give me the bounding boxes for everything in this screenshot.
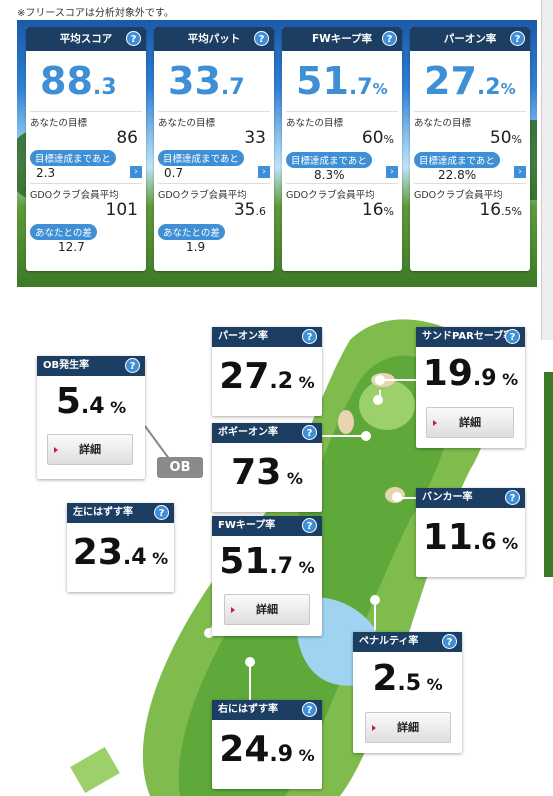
summary-banner: 平均スコア? 88.3 あなたの目標 86 目標達成まであと › 2.3 GDO… (17, 20, 537, 287)
card-title: 平均パット (187, 33, 241, 45)
chevron-right-icon[interactable]: › (386, 166, 398, 178)
stat-value: 24.9 % (219, 729, 315, 770)
help-icon[interactable]: ? (302, 329, 317, 344)
help-icon[interactable]: ? (254, 31, 269, 46)
stat-value: 73 % (231, 452, 303, 493)
gdo-value: 16.5% (479, 200, 522, 220)
help-icon[interactable]: ? (510, 31, 525, 46)
achieve-label: 目標達成まであと (414, 152, 500, 168)
help-icon[interactable]: ? (126, 31, 141, 46)
stat-par-on-rate: パーオン率? 27.2 % (212, 327, 322, 416)
stat-title: バンカー率 (422, 492, 473, 503)
chevron-right-icon[interactable]: › (258, 166, 270, 178)
diff-label: あなたとの差 (158, 224, 225, 240)
analysis-note: ※フリースコアは分析対象外です。 (17, 8, 174, 19)
stat-title: ボギーオン率 (218, 427, 278, 438)
help-icon[interactable]: ? (302, 425, 317, 440)
help-icon[interactable]: ? (505, 490, 520, 505)
detail-button[interactable]: 詳細 (224, 594, 310, 625)
chevron-right-icon[interactable]: › (514, 166, 526, 178)
stat-title: パーオン率 (218, 331, 268, 342)
achieve-value: 0.7 (164, 166, 184, 180)
stat-bogey-on-rate: ボギーオン率? 73 % (212, 423, 322, 512)
help-icon[interactable]: ? (302, 518, 317, 533)
achieve-value: 22.8% (438, 168, 477, 182)
stat-bunker-rate: バンカー率? 11.6 % (416, 488, 525, 577)
card-par-on: パーオン率? 27.2% あなたの目標 50% 目標達成まであと › 22.8%… (410, 27, 530, 271)
stat-sand-par-save: サンドPARセーブ率? 19.9 % 詳細 (416, 327, 525, 448)
ob-tag: OB (157, 457, 203, 478)
help-icon[interactable]: ? (125, 358, 140, 373)
achieve-label: 目標達成まであと (30, 150, 116, 166)
gdo-value: 101 (105, 200, 138, 220)
stat-value: 23.4 % (72, 532, 169, 573)
stat-title: ペナルティ率 (359, 636, 419, 647)
chevron-right-icon[interactable]: › (130, 166, 142, 178)
help-icon[interactable]: ? (505, 329, 520, 344)
card-fw-keep: FWキープ率? 51.7% あなたの目標 60% 目標達成まであと › 8.3%… (282, 27, 402, 271)
card-main-value: 51.7% (296, 59, 388, 103)
card-main-value: 88.3 (40, 59, 117, 103)
gdo-value: 16% (361, 200, 394, 220)
gdo-label: GDOクラブ会員平均 (30, 190, 119, 201)
goal-label: あなたの目標 (30, 118, 88, 129)
stat-left-miss-rate: 左にはずす率? 23.4 % (67, 503, 174, 592)
card-main-value: 27.2% (424, 59, 516, 103)
stat-title: OB発生率 (43, 360, 90, 371)
stat-value: 2.5 % (372, 658, 443, 699)
goal-label: あなたの目標 (158, 118, 216, 129)
card-avg-score: 平均スコア? 88.3 あなたの目標 86 目標達成まであと › 2.3 GDO… (26, 27, 146, 271)
stat-title: FWキープ率 (218, 520, 276, 531)
stat-penalty-rate: ペナルティ率? 2.5 % 詳細 (353, 632, 462, 753)
stat-value: 51.7 % (219, 541, 315, 582)
sand-bunker (338, 410, 354, 434)
ob-connector (144, 425, 171, 461)
diff-value: 1.9 (186, 240, 206, 254)
stat-right-miss-rate: 右にはずす率? 24.9 % (212, 700, 322, 789)
achieve-label: 目標達成まであと (286, 152, 372, 168)
help-icon[interactable]: ? (382, 31, 397, 46)
gdo-label: GDOクラブ会員平均 (414, 190, 503, 201)
stat-title: 右にはずす率 (218, 704, 278, 715)
help-icon[interactable]: ? (154, 505, 169, 520)
stat-ob-rate: OB発生率? 5.4 % 詳細 (37, 356, 145, 479)
gdo-label: GDOクラブ会員平均 (158, 190, 247, 201)
goal-value: 60% (361, 128, 394, 148)
help-icon[interactable]: ? (442, 634, 457, 649)
goal-label: あなたの目標 (286, 118, 344, 129)
stat-title: 左にはずす率 (73, 507, 133, 518)
achieve-label: 目標達成まであと (158, 150, 244, 166)
goal-value: 33 (244, 128, 266, 148)
goal-value: 50% (489, 128, 522, 148)
page-edge (541, 0, 553, 340)
green-area (359, 380, 415, 430)
diff-value: 12.7 (58, 240, 85, 254)
card-main-value: 33.7 (168, 59, 245, 103)
achieve-value: 2.3 (36, 166, 56, 180)
tee-box (70, 747, 120, 793)
card-title: FWキープ率 (311, 33, 373, 45)
stat-value: 5.4 % (55, 381, 127, 422)
gdo-value: 35.6 (233, 200, 266, 220)
card-title: パーオン率 (443, 33, 497, 45)
goal-label: あなたの目標 (414, 118, 472, 129)
stat-value: 11.6 % (422, 517, 519, 558)
card-avg-putt: 平均パット? 33.7 あなたの目標 33 目標達成まであと › 0.7 GDO… (154, 27, 274, 271)
stat-value: 27.2 % (219, 356, 315, 397)
diff-label: あなたとの差 (30, 224, 97, 240)
goal-value: 86 (116, 128, 138, 148)
help-icon[interactable]: ? (302, 702, 317, 717)
stat-title: サンドPARセーブ率 (422, 331, 514, 342)
side-image-fragment (544, 372, 553, 577)
card-title: 平均スコア (59, 33, 113, 45)
detail-button[interactable]: 詳細 (47, 434, 133, 465)
detail-button[interactable]: 詳細 (426, 407, 514, 438)
achieve-value: 8.3% (314, 168, 345, 182)
stat-value: 19.9 % (422, 353, 519, 394)
detail-button[interactable]: 詳細 (365, 712, 451, 743)
stat-fw-keep-rate: FWキープ率? 51.7 % 詳細 (212, 516, 322, 636)
gdo-label: GDOクラブ会員平均 (286, 190, 375, 201)
